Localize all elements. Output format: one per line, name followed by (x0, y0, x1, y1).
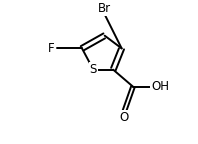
Text: Br: Br (98, 2, 111, 15)
Text: O: O (120, 111, 129, 124)
Text: OH: OH (151, 80, 169, 93)
Text: F: F (48, 42, 54, 55)
Text: S: S (90, 63, 97, 76)
